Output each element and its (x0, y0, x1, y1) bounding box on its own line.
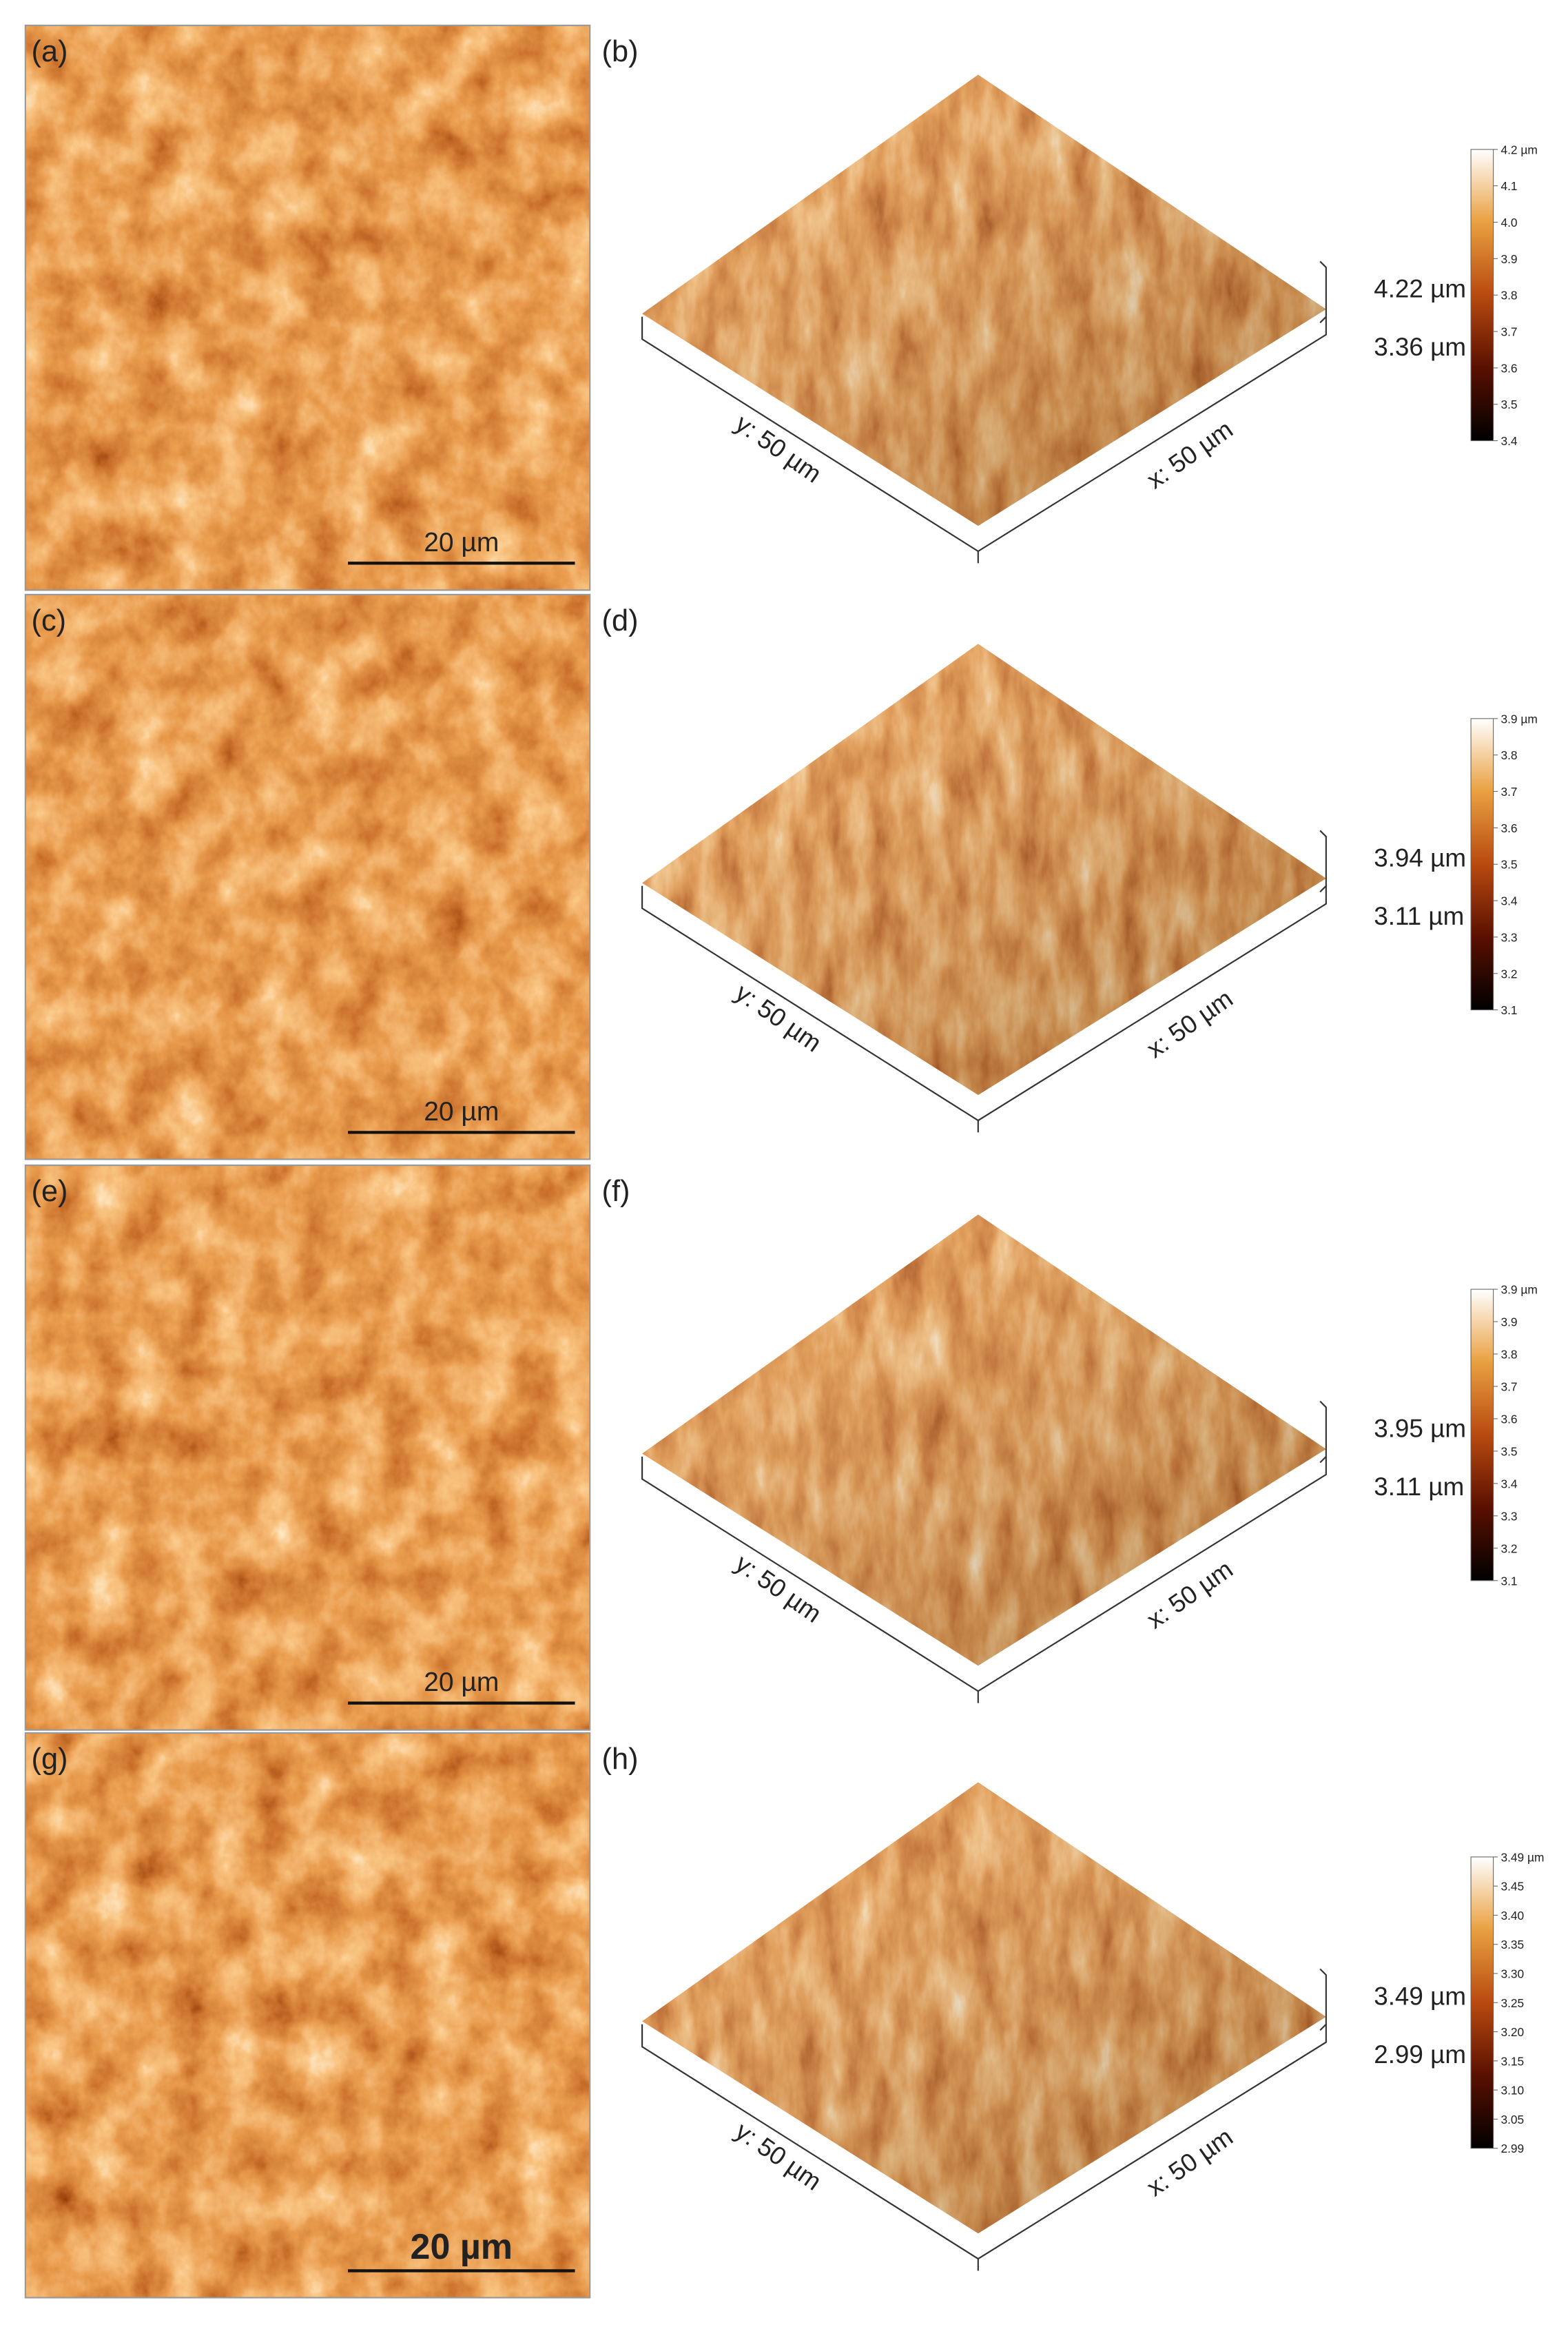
colorbar-tick-label: 3.9 µm (1500, 1283, 1537, 1297)
panel-label: (c) (32, 604, 67, 637)
image-border (24, 1732, 591, 2299)
afm-image (25, 25, 590, 591)
afm-image (25, 1165, 590, 1730)
image-border (24, 1164, 591, 1731)
surface-shade (642, 74, 1326, 526)
colorbar-tick-label: 3.8 (1500, 1347, 1517, 1361)
panel-label: (g) (32, 1743, 68, 1776)
min-height-label: 3.36 µm (1374, 333, 1466, 361)
colorbar-tick-label: 3.7 (1500, 1380, 1517, 1393)
scale-bar-label: 20 µm (424, 528, 499, 557)
colorbar (1470, 718, 1494, 1011)
colorbar-tick-label: 3.7 (1500, 325, 1517, 339)
colorbar-tick-label: 3.4 (1500, 894, 1517, 908)
colorbar-tick-label: 3.4 (1500, 1477, 1517, 1490)
colorbar-tick-label: 3.9 µm (1500, 712, 1537, 726)
colorbar-tick-label: 3.40 (1500, 1909, 1524, 1922)
colorbar-tick-label: 3.6 (1500, 1412, 1517, 1426)
colorbar-tick-label: 3.25 (1500, 1996, 1524, 2010)
surface-shade (642, 644, 1326, 1096)
scale-bar-label: 20 µm (424, 1668, 499, 1697)
x-axis-label: x: 50 µm (1142, 1555, 1238, 1634)
min-height-label: 3.11 µm (1374, 1473, 1464, 1501)
min-height-label: 3.11 µm (1374, 902, 1464, 930)
height-bracket (1319, 830, 1327, 893)
image-border (24, 593, 591, 1160)
colorbar (1470, 149, 1494, 442)
colorbar-tick-label: 3.3 (1500, 930, 1517, 944)
max-height-label: 3.95 µm (1374, 1415, 1466, 1443)
colorbar-tick-label: 3.8 (1500, 748, 1517, 762)
x-axis-label: x: 50 µm (1142, 2122, 1238, 2202)
colorbar-tick-label: 2.99 (1500, 2142, 1524, 2155)
colorbar-tick-label: 3.3 (1500, 1509, 1517, 1523)
colorbar-tick-label: 3.10 (1500, 2084, 1524, 2098)
colorbar-tick-label: 3.2 (1500, 967, 1517, 981)
panel-label: (f) (602, 1175, 630, 1208)
colorbar-tick-label: 3.2 (1500, 1541, 1517, 1555)
scale-bar-label: 20 µm (411, 2227, 513, 2267)
colorbar-tick-label: 3.6 (1500, 821, 1517, 835)
colorbar-tick-label: 3.05 (1500, 2113, 1524, 2126)
colorbar-tick-label: 3.8 (1500, 289, 1517, 302)
min-height-label: 2.99 µm (1374, 2040, 1466, 2069)
panel-label: (e) (32, 1175, 68, 1208)
max-height-label: 3.94 µm (1374, 843, 1466, 872)
x-axis-label: x: 50 µm (1142, 984, 1238, 1063)
colorbar-tick-label: 3.5 (1500, 858, 1517, 872)
colorbar-tick-label: 3.9 (1500, 252, 1517, 266)
colorbar-tick-label: 4.1 (1500, 179, 1517, 193)
colorbar-tick-label: 3.30 (1500, 1967, 1524, 1980)
panel-label: (d) (602, 604, 639, 637)
panel-label: (b) (602, 35, 639, 68)
colorbar-tick-label: 3.5 (1500, 398, 1517, 411)
afm-image (25, 594, 590, 1160)
colorbar (1470, 1856, 1494, 2149)
height-bracket (1319, 1400, 1327, 1464)
colorbar-tick-label: 3.6 (1500, 361, 1517, 375)
max-height-label: 3.49 µm (1374, 1982, 1466, 2011)
surface-shade (642, 1214, 1326, 1666)
colorbar-tick-label: 4.2 µm (1500, 143, 1537, 156)
colorbar-tick-label: 4.0 (1500, 216, 1517, 229)
colorbar (1470, 1289, 1494, 1581)
panel-row: (g)20 µm(h)y: 50 µm x: 50 µm3.49 µm2.99 µ… (24, 1732, 1544, 2299)
panel-row: (c)20 µm(d)y: 50 µm x: 50 µm3.94 µm3.11 µ… (24, 593, 1538, 1160)
colorbar-tick-label: 3.5 (1500, 1444, 1517, 1458)
colorbar-tick-label: 3.15 (1500, 2054, 1524, 2068)
colorbar-tick-label: 3.49 µm (1500, 1850, 1544, 1864)
max-height-label: 4.22 µm (1374, 274, 1466, 302)
panel-label: (a) (32, 35, 68, 68)
scale-bar-label: 20 µm (424, 1097, 499, 1127)
x-axis-label: x: 50 µm (1142, 415, 1238, 494)
colorbar-tick-label: 3.1 (1500, 1574, 1517, 1588)
height-bracket (1319, 1968, 1327, 2031)
colorbar-tick-label: 3.4 (1500, 434, 1517, 448)
afm-image (25, 1732, 590, 2298)
colorbar-tick-label: 3.1 (1500, 1003, 1517, 1017)
colorbar-tick-label: 3.7 (1500, 785, 1517, 799)
panel-row: (e)20 µm(f)y: 50 µm x: 50 µm3.95 µm3.11 µ… (24, 1164, 1538, 1731)
image-border (24, 24, 591, 591)
surface-shade (642, 1782, 1326, 2234)
colorbar-tick-label: 3.9 (1500, 1315, 1517, 1329)
colorbar-tick-label: 3.45 (1500, 1880, 1524, 1894)
colorbar-tick-label: 3.20 (1500, 2025, 1524, 2039)
panel-label: (h) (602, 1743, 639, 1776)
panel-row: (a)20 µm(b)y: 50 µm x: 50 µm4.22 µm3.36 µ… (24, 24, 1538, 591)
colorbar-tick-label: 3.35 (1500, 1938, 1524, 1951)
height-bracket (1319, 260, 1327, 324)
